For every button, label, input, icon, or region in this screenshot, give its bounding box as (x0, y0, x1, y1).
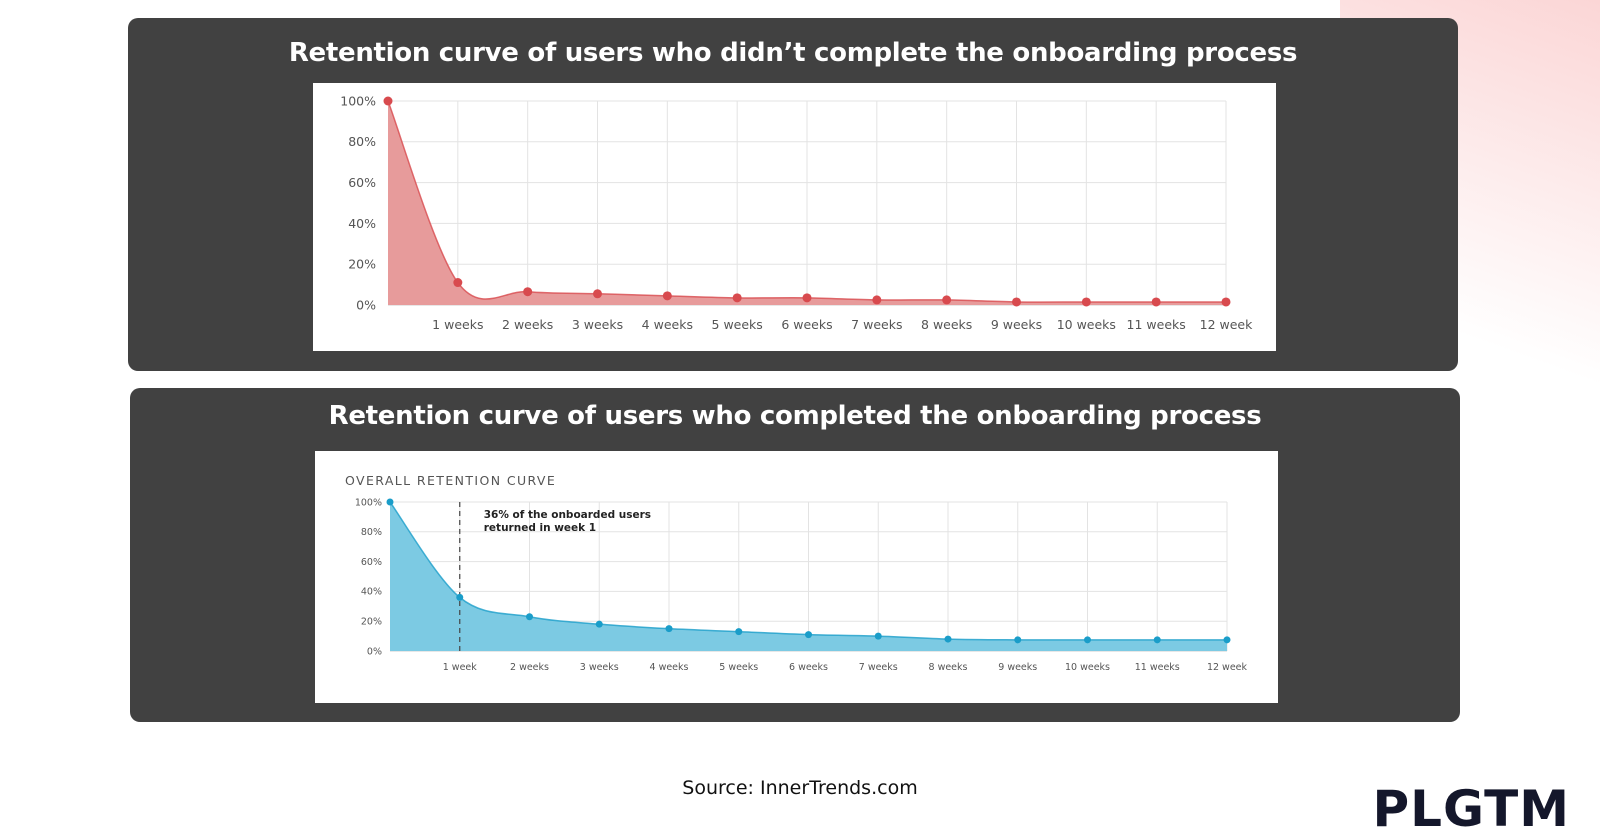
x-tick-label: 5 weeks (712, 317, 763, 332)
data-point[interactable] (1221, 297, 1231, 307)
y-tick-label: 0% (356, 297, 376, 312)
x-tick-label: 12 week (1200, 317, 1253, 332)
chart-card: OVERALL RETENTION CURVE 36% of the onboa… (315, 451, 1278, 703)
data-point[interactable] (1223, 636, 1231, 644)
y-tick-label: 20% (348, 257, 376, 272)
x-tick-label: 9 weeks (998, 662, 1037, 673)
chart-card: 1 weeks 2 weeks 3 weeks 4 weeks 5 weeks 6 wee… (313, 83, 1276, 351)
data-point[interactable] (1151, 297, 1161, 307)
data-point[interactable] (872, 295, 882, 305)
x-tick-label: 1 week (443, 662, 478, 673)
retention-area (390, 502, 1227, 651)
data-point[interactable] (735, 628, 743, 636)
data-point[interactable] (802, 293, 812, 303)
data-point[interactable] (874, 632, 882, 640)
chart-title: Retention curve of users who didn’t comp… (288, 38, 1298, 68)
data-point[interactable] (595, 620, 603, 628)
x-tick-label: 6 weeks (781, 317, 832, 332)
chart-panel-onboarded: Retention curve of users who completed t… (130, 388, 1460, 722)
x-tick-label: 2 weeks (510, 662, 549, 673)
data-point[interactable] (1153, 636, 1161, 644)
chart-subtitle: OVERALL RETENTION CURVE (345, 473, 556, 488)
x-tick-label: 11 weeks (1135, 662, 1180, 673)
data-point[interactable] (1084, 636, 1091, 644)
x-tick-label: 4 weeks (642, 317, 693, 332)
data-point[interactable] (662, 291, 672, 301)
data-point[interactable] (944, 635, 952, 643)
retention-chart-onboarded: OVERALL RETENTION CURVE 36% of the onboa… (345, 473, 1248, 673)
data-point[interactable] (805, 631, 812, 639)
x-tick-label: 8 weeks (929, 662, 968, 673)
x-tick-label: 12 week (1207, 662, 1248, 673)
x-tick-label: 10 weeks (1057, 317, 1116, 332)
data-point[interactable] (386, 498, 394, 506)
y-tick-label: 60% (361, 557, 382, 568)
data-point[interactable] (383, 96, 393, 106)
x-tick-label: 7 weeks (851, 317, 902, 332)
y-tick-label: 0% (367, 646, 382, 657)
x-tick-label: 5 weeks (719, 662, 758, 673)
retention-chart-not-onboarded: 1 weeks 2 weeks 3 weeks 4 weeks 5 weeks 6 wee… (340, 93, 1253, 332)
y-tick-label: 40% (361, 587, 382, 598)
y-tick-label: 80% (361, 527, 382, 538)
y-tick-label: 20% (361, 617, 382, 628)
source-citation: Source: InnerTrends.com (682, 777, 918, 799)
data-point[interactable] (456, 593, 464, 601)
x-tick-label: 1 weeks (432, 317, 483, 332)
y-tick-label: 60% (348, 175, 376, 190)
chart-title: Retention curve of users who completed t… (328, 401, 1262, 431)
data-point[interactable] (732, 293, 742, 303)
y-tick-label: 100% (340, 93, 376, 108)
data-point[interactable] (453, 278, 463, 288)
plgtm-logo: PLGTM (1372, 780, 1570, 838)
annotation-text: 36% of the onboarded users (484, 509, 651, 521)
annotation-text: returned in week 1 (484, 522, 596, 534)
x-tick-label: 4 weeks (650, 662, 689, 673)
data-point[interactable] (1081, 297, 1091, 307)
x-tick-label: 3 weeks (572, 317, 623, 332)
x-tick-label: 11 weeks (1127, 317, 1186, 332)
x-tick-label: 10 weeks (1065, 662, 1110, 673)
chart-panel-not-onboarded: Retention curve of users who didn’t comp… (128, 18, 1458, 371)
data-point[interactable] (593, 289, 602, 299)
y-tick-label: 80% (348, 134, 376, 149)
x-tick-label: 9 weeks (991, 317, 1042, 332)
x-tick-label: 7 weeks (859, 662, 898, 673)
x-tick-label: 2 weeks (502, 317, 553, 332)
x-tick-label: 3 weeks (580, 662, 619, 673)
x-tick-label: 8 weeks (921, 317, 972, 332)
data-point[interactable] (665, 625, 673, 633)
data-point[interactable] (1012, 297, 1021, 307)
y-tick-label: 100% (355, 497, 382, 508)
y-tick-label: 40% (348, 216, 376, 231)
data-point[interactable] (1014, 636, 1022, 644)
data-point[interactable] (526, 613, 533, 621)
x-tick-label: 6 weeks (789, 662, 828, 673)
data-point[interactable] (523, 287, 533, 297)
data-point[interactable] (942, 295, 952, 305)
